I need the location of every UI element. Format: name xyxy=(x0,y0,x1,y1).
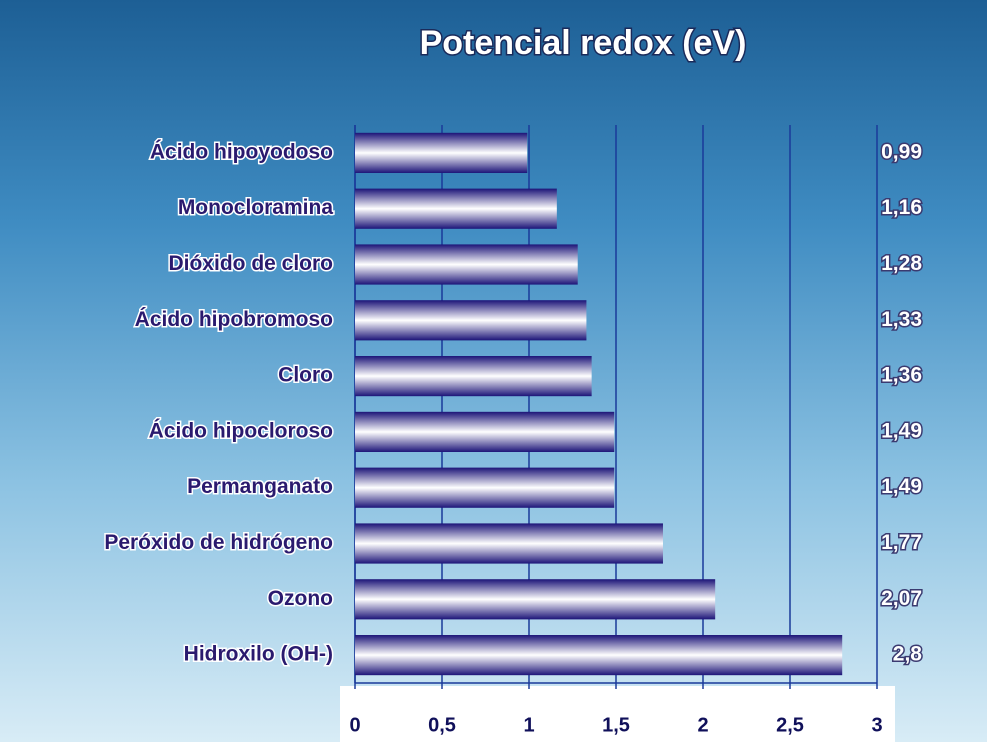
value-label: 1,36 xyxy=(881,364,922,387)
value-label: 0,99 xyxy=(881,140,922,163)
value-label: 1,49 xyxy=(881,419,922,442)
bar xyxy=(355,300,586,340)
bar xyxy=(355,468,614,508)
bar xyxy=(355,356,592,396)
y-tick-label: Hidroxilo (OH-) xyxy=(184,643,333,666)
y-tick-label: Permanganato xyxy=(187,475,333,498)
bar xyxy=(355,579,715,619)
value-label: 1,49 xyxy=(881,475,922,498)
bar xyxy=(355,189,557,229)
value-label: 2,8 xyxy=(893,643,923,666)
x-tick-label: 0,5 xyxy=(428,714,456,736)
bar xyxy=(355,244,578,284)
y-tick-label: Monocloramina xyxy=(178,196,334,219)
y-tick-label: Peróxido de hidrógeno xyxy=(104,531,333,554)
bar xyxy=(355,635,842,675)
value-label: 1,28 xyxy=(881,252,922,275)
bar xyxy=(355,523,663,563)
value-label: 1,33 xyxy=(881,308,922,331)
x-tick-label: 3 xyxy=(871,714,882,736)
x-tick-label: 1,5 xyxy=(602,714,630,736)
chart-title: Potencial redox (eV) xyxy=(420,24,747,62)
x-tick-label: 2,5 xyxy=(776,714,804,736)
bar xyxy=(355,133,527,173)
y-tick-label: Dióxido de cloro xyxy=(168,252,333,275)
x-tick-label: 0 xyxy=(349,714,360,736)
value-label: 1,77 xyxy=(881,531,922,554)
y-tick-label: Ácido hipocloroso xyxy=(149,419,333,442)
y-tick-label: Ácido hipoyodoso xyxy=(150,140,333,163)
y-tick-label: Ácido hipobromoso xyxy=(135,308,333,331)
x-tick-label: 2 xyxy=(697,714,708,736)
bar xyxy=(355,412,614,452)
value-label: 2,07 xyxy=(881,587,922,610)
y-tick-label: Ozono xyxy=(268,587,333,610)
x-tick-label: 1 xyxy=(523,714,534,736)
y-tick-label: Cloro xyxy=(278,364,333,387)
chart: Potencial redox (eV) 0 0,5 1 1,5 2 2,5 3 Ácido … xyxy=(0,0,987,742)
value-label: 1,16 xyxy=(881,196,922,219)
